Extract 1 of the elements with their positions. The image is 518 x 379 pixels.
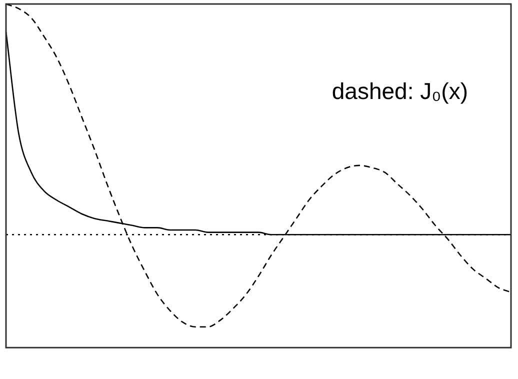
annotation: dashed: J₀(x) bbox=[332, 78, 468, 105]
